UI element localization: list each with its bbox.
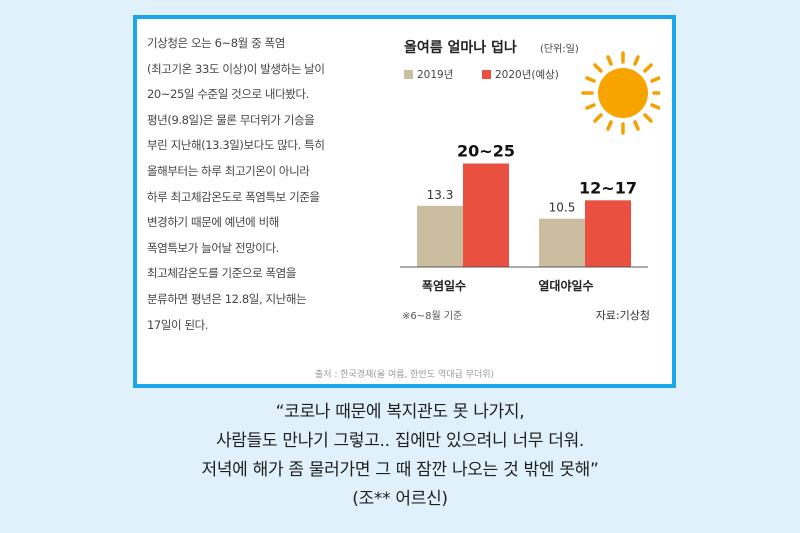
bar-value-label: 12~17	[579, 178, 637, 197]
article-line: 하루 최고체감온도로 폭염특보 기준을	[147, 189, 320, 204]
legend-swatch-2019	[404, 70, 413, 79]
bar-2020-tropical-night	[585, 200, 631, 267]
sun-icon	[581, 51, 660, 135]
quote-attribution: (조** 어르신)	[352, 489, 448, 509]
chart-unit: (단위:일)	[540, 42, 579, 55]
infographic-card: 기상청은 오는 6~8월 중 폭염 (최고기온 33도 이상)이 발생하는 날이…	[133, 15, 676, 388]
legend-swatch-2020	[482, 70, 491, 79]
bar-chart: 올여름 얼마나 덥나 (단위:일) 2019년 2020년(예상)	[400, 33, 660, 333]
quote-line: 사람들도 만나기 그렇고.. 집에만 있으려니 너무 더워.	[215, 431, 585, 451]
bar-value-label: 13.3	[427, 188, 454, 202]
article-line: (최고기온 33도 이상)이 발생하는 날이	[147, 61, 325, 76]
article-line: 평년(9.8일)은 물론 무더위가 기승을	[147, 112, 315, 127]
article-line: 최고체감온도를 기준으로 폭염을	[147, 266, 297, 281]
article-line: 17일이 된다.	[147, 317, 209, 332]
article-line: 기상청은 오는 6~8월 중 폭염	[147, 36, 285, 50]
bar-value-label: 10.5	[549, 201, 576, 215]
quote-block: “코로나 때문에 복지관도 못 나가지, 사람들도 만나기 그렇고.. 집에만 …	[0, 398, 800, 514]
category-label-tropical-night: 열대야일수	[538, 278, 593, 293]
bars-layer: 13.3 20~25 10.512~17	[417, 142, 637, 267]
article-text: 기상청은 오는 6~8월 중 폭염 (최고기온 33도 이상)이 발생하는 날이…	[147, 31, 387, 338]
article-line: 폭염특보가 늘어날 전망이다.	[147, 240, 279, 255]
article-line: 부린 지난해(13.3일)보다도 많다. 특히	[147, 138, 325, 153]
quote-line: 저녁에 해가 좀 물러가면 그 때 잠깐 나오는 것 밖엔 못해”	[201, 460, 599, 480]
chart-credit: 자료:기상청	[596, 309, 650, 322]
legend-label-2020: 2020년(예상)	[495, 68, 559, 81]
article-line: 20~25일 수준일 것으로 내다봤다.	[147, 87, 309, 102]
chart-canvas: 올여름 얼마나 덥나 (단위:일) 2019년 2020년(예상)	[400, 39, 660, 322]
article-line: 분류하면 평년은 12.8일, 지난해는	[147, 291, 307, 306]
bar-value-label: 20~25	[457, 142, 515, 161]
chart-title: 올여름 얼마나 덥나	[404, 39, 517, 56]
article-line: 올해부터는 하루 최고기온이 아니라	[147, 163, 310, 178]
category-label-heatwave: 폭염일수	[422, 278, 466, 293]
legend-label-2019: 2019년	[417, 69, 453, 81]
quote-line: “코로나 때문에 복지관도 못 나가지,	[275, 402, 525, 422]
article-line: 변경하기 때문에 예년에 비해	[147, 215, 279, 230]
bar-2019-tropical-night	[539, 218, 585, 267]
chart-footnote: ※6~8월 기준	[402, 310, 462, 322]
bar-2019-heatwave	[417, 205, 463, 267]
bar-2020-heatwave	[463, 163, 509, 267]
source-caption: 출처 : 한국경제(올 여름, 한반도 역대급 무더위)	[314, 370, 495, 380]
